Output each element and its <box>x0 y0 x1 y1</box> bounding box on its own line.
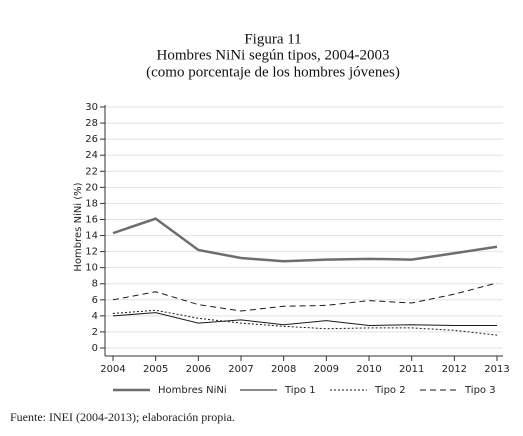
series-line <box>112 309 498 336</box>
y-axis-label: Hombres NiNi (%) <box>73 182 84 271</box>
series-line <box>112 282 498 312</box>
y-tick-label: 8 <box>92 279 98 290</box>
series-line <box>112 312 497 327</box>
source-note: Fuente: INEI (2004-2013); elaboración pr… <box>10 410 235 424</box>
x-tick-label: 2006 <box>186 364 211 375</box>
x-tick-label: 2012 <box>442 364 467 375</box>
y-tick-label: 20 <box>85 182 98 193</box>
x-tick-label: 2008 <box>271 364 296 375</box>
legend-label: Tipo 2 <box>374 385 406 396</box>
x-tick-label: 2009 <box>314 364 339 375</box>
x-tick-label: 2010 <box>356 364 381 375</box>
series-line <box>112 217 498 263</box>
x-tick-label: 2007 <box>228 364 253 375</box>
y-tick-label: 22 <box>85 166 98 177</box>
y-tick-label: 0 <box>92 343 98 354</box>
x-tick-label: 2013 <box>484 364 509 375</box>
y-tick-label: 10 <box>85 263 98 274</box>
y-tick-label: 2 <box>92 327 98 338</box>
x-tick-label: 2011 <box>399 364 424 375</box>
y-tick-label: 28 <box>85 118 98 129</box>
y-tick-label: 24 <box>85 150 98 161</box>
y-tick-label: 4 <box>92 311 98 322</box>
chart-title: Figura 11 <box>244 31 301 47</box>
x-tick-label: 2004 <box>100 364 125 375</box>
y-tick-label: 30 <box>85 102 98 113</box>
y-tick-label: 18 <box>85 198 98 209</box>
x-tick-label: 2005 <box>143 364 168 375</box>
chart-subtitle: Hombres NiNi según tipos, 2004-2003 <box>157 47 390 63</box>
legend-label: Tipo 1 <box>284 385 316 396</box>
legend-label: Hombres NiNi <box>158 385 227 396</box>
y-tick-label: 6 <box>92 295 98 306</box>
legend-label: Tipo 3 <box>464 385 496 396</box>
y-tick-label: 16 <box>85 214 98 225</box>
y-tick-label: 26 <box>85 134 98 145</box>
y-tick-label: 12 <box>85 247 98 258</box>
chart-subtitle: (como porcentaje de los hombres jóvenes) <box>146 64 400 80</box>
y-tick-label: 14 <box>85 231 98 242</box>
